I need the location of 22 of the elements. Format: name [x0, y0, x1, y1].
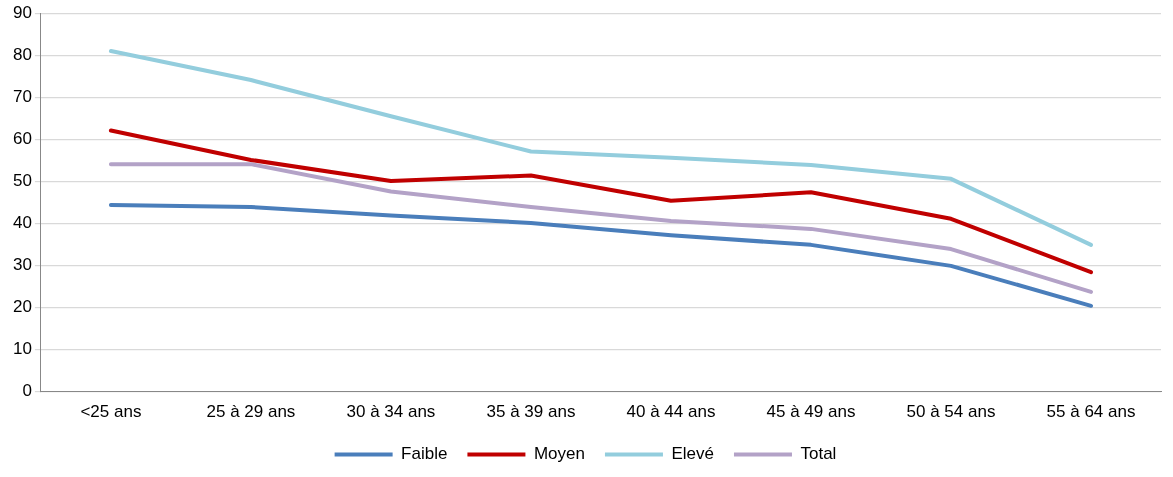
x-tick-label: <25 ans	[80, 402, 142, 422]
legend-label: Moyen	[533, 444, 585, 464]
x-tick-label: 50 à 54 ans	[906, 402, 996, 422]
x-tick-label: 25 à 29 ans	[206, 402, 296, 422]
legend-label: Elevé	[671, 444, 714, 464]
y-tick-label: 40	[12, 213, 32, 233]
y-tick-label: 20	[12, 297, 32, 317]
y-tick-label: 0	[22, 381, 32, 401]
legend-label: Faible	[401, 444, 448, 464]
y-tick-label: 90	[12, 2, 32, 22]
y-tick-label: 30	[12, 255, 32, 275]
y-tick-label: 70	[12, 86, 32, 106]
y-tick-label: 80	[12, 44, 32, 64]
legend-label: Total	[800, 444, 837, 464]
y-tick-label: 10	[12, 339, 32, 359]
x-tick-label: 55 à 64 ans	[1046, 402, 1136, 422]
x-tick-label: 45 à 49 ans	[766, 402, 856, 422]
x-tick-label: 35 à 39 ans	[486, 402, 576, 422]
x-tick-label: 30 à 34 ans	[346, 402, 436, 422]
y-tick-label: 50	[12, 171, 32, 191]
x-tick-label: 40 à 44 ans	[626, 402, 716, 422]
y-tick-label: 60	[12, 129, 32, 149]
